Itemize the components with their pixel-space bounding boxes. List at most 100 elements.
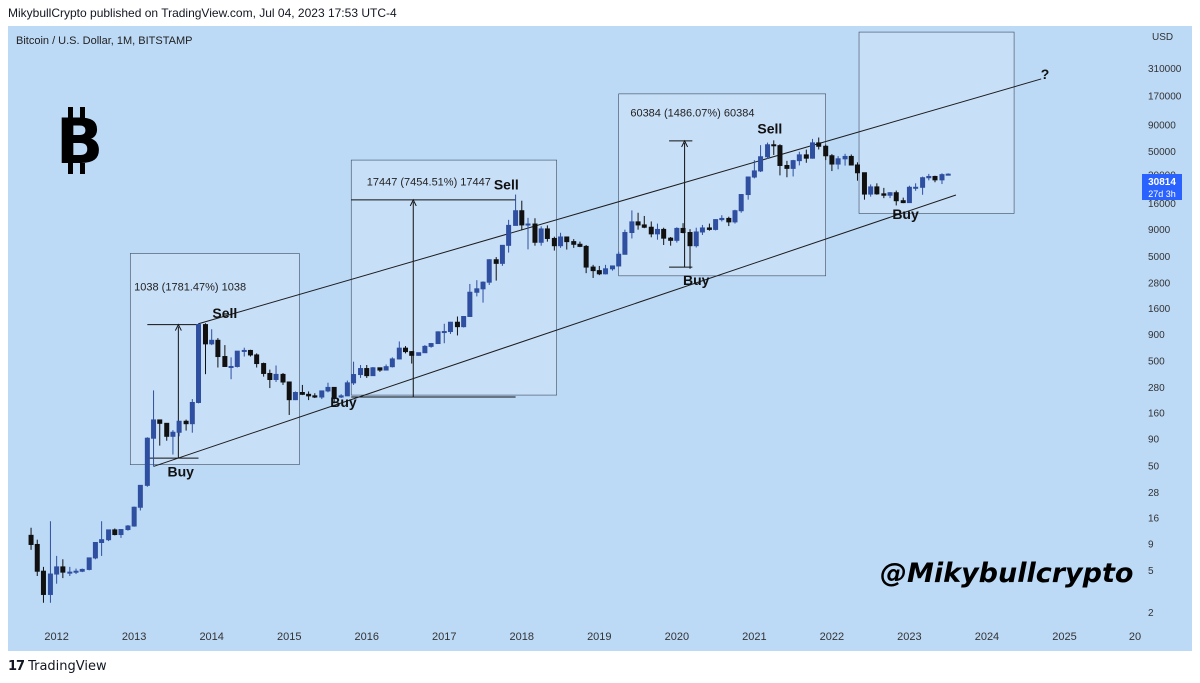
tradingview-logo[interactable]: 17 TradingView: [8, 659, 107, 674]
candle-body: [92, 541, 98, 559]
price-axis-background: [1142, 26, 1192, 651]
candle-body: [738, 194, 744, 212]
candle-body: [816, 142, 822, 147]
candle-body: [887, 192, 893, 196]
candle-body: [519, 210, 525, 226]
candle-body: [364, 368, 370, 377]
candle-body: [874, 186, 880, 195]
candle-body: [525, 223, 531, 226]
candle-body: [86, 557, 92, 570]
price-tick: 50: [1148, 461, 1160, 472]
candle-body: [493, 259, 499, 264]
bitcoin-price-chart[interactable]: Bitcoin / U.S. Dollar, 1M, BITSTAMP USD …: [0, 26, 1200, 651]
candle-body: [286, 381, 292, 401]
candle-body: [926, 175, 932, 179]
candle-body: [641, 224, 647, 228]
bar-countdown: 27d 3h: [1148, 189, 1176, 199]
candle-body: [331, 386, 337, 398]
sell-label: Sell: [757, 121, 782, 137]
candle-body: [609, 265, 615, 270]
cycle-box: [618, 93, 826, 277]
candle-body: [654, 228, 660, 235]
price-tick: 5: [1148, 566, 1154, 577]
candle-body: [273, 373, 279, 381]
candle-body: [751, 170, 757, 178]
candle-body: [344, 382, 350, 397]
tradingview-brand: TradingView: [28, 659, 107, 674]
candle-body: [835, 158, 841, 165]
candle-body: [771, 144, 777, 147]
cycle-box: [350, 159, 557, 396]
candle-body: [60, 566, 66, 573]
candle-body: [222, 356, 228, 367]
candle-body: [325, 386, 331, 392]
candle-body: [99, 539, 105, 543]
candle-body: [215, 339, 221, 358]
candle-body: [403, 347, 409, 353]
sell-label: Sell: [212, 305, 237, 321]
price-tick: 16: [1148, 513, 1160, 524]
candle-body: [351, 374, 357, 384]
candle-body: [603, 268, 609, 275]
candle-body: [28, 534, 34, 545]
chart-title: Bitcoin / U.S. Dollar, 1M, BITSTAMP: [16, 35, 192, 47]
candle-body: [422, 345, 428, 354]
year-tick: 2021: [742, 631, 766, 643]
candle-body: [513, 210, 519, 226]
candle-body: [706, 227, 712, 230]
publish-header: MikybullCrypto published on TradingView.…: [0, 0, 1200, 26]
candle-body: [338, 395, 344, 398]
candle-body: [144, 437, 150, 486]
candle-body: [590, 266, 596, 272]
year-tick: 2015: [277, 631, 301, 643]
year-tick: 2024: [975, 631, 999, 643]
candle-body: [164, 422, 170, 437]
candle-body: [810, 142, 816, 159]
author-watermark: @Mikybullcrypto: [880, 558, 1133, 589]
candle-body: [377, 367, 383, 371]
candle-body: [538, 228, 544, 243]
candle-body: [454, 321, 460, 328]
last-price-badge: 30814 27d 3h: [1142, 174, 1182, 200]
candle-body: [125, 525, 131, 531]
candle-body: [40, 570, 46, 595]
candle-body: [416, 352, 422, 356]
tradingview-icon: 17: [8, 659, 25, 674]
candle-body: [79, 568, 85, 572]
candle-body: [428, 343, 434, 347]
candle-body: [913, 186, 919, 189]
year-tick: 2019: [587, 631, 611, 643]
candle-body: [234, 350, 240, 367]
candle-body: [370, 367, 376, 377]
sell-label: Sell: [494, 177, 519, 193]
candle-body: [467, 291, 473, 317]
candle-body: [635, 221, 641, 226]
price-tick: 160: [1148, 409, 1165, 420]
cycle-box: [858, 31, 1015, 214]
candle-body: [499, 244, 505, 264]
candle-body: [196, 324, 202, 403]
candle-body: [687, 232, 693, 247]
candle-body: [868, 186, 874, 195]
candle-body: [532, 223, 538, 243]
candle-body: [389, 358, 395, 368]
candle-body: [745, 176, 751, 196]
candles: [28, 137, 951, 603]
price-tick: 900: [1148, 330, 1165, 341]
candle-body: [893, 192, 899, 202]
buy-label: Buy: [167, 464, 194, 480]
candle-body: [409, 351, 415, 356]
candle-body: [241, 349, 247, 352]
candle-body: [34, 543, 40, 572]
candle-body: [480, 281, 486, 290]
candle-body: [906, 186, 912, 204]
candle-body: [447, 321, 453, 333]
footer: 17 TradingView: [0, 651, 1200, 683]
candle-body: [939, 174, 945, 181]
candle-body: [151, 419, 157, 439]
candle-body: [693, 231, 699, 247]
candle-body: [803, 154, 809, 159]
measure-label: 1038 (1781.47%) 1038: [134, 281, 246, 293]
candle-body: [157, 419, 163, 424]
measure-tools: 1038 (1781.47%) 1038 17447 (7454.51%) 174…: [134, 107, 755, 459]
